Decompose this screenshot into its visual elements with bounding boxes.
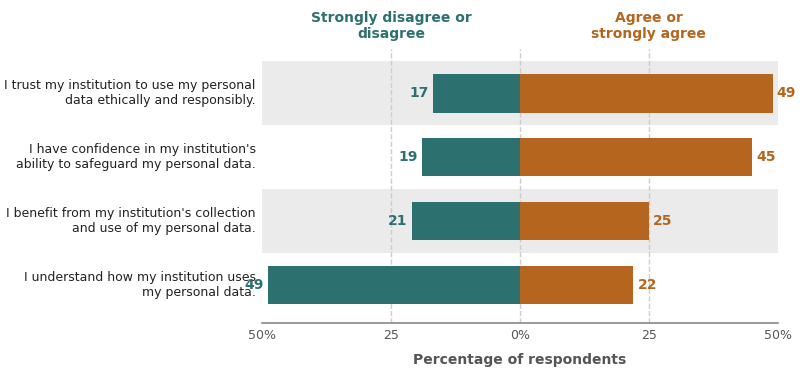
Bar bbox=[433, 74, 520, 112]
Text: Strongly disagree or
disagree: Strongly disagree or disagree bbox=[311, 11, 472, 41]
Bar bbox=[268, 266, 520, 304]
Text: 22: 22 bbox=[638, 278, 657, 292]
Text: 45: 45 bbox=[756, 150, 775, 164]
Bar bbox=[262, 189, 778, 253]
Text: 49: 49 bbox=[244, 278, 263, 292]
Text: 25: 25 bbox=[653, 214, 673, 228]
Bar bbox=[262, 253, 778, 317]
Text: 49: 49 bbox=[777, 86, 796, 101]
Bar bbox=[520, 266, 634, 304]
Bar bbox=[412, 202, 520, 240]
Text: 21: 21 bbox=[388, 214, 408, 228]
Bar bbox=[262, 125, 778, 189]
X-axis label: Percentage of respondents: Percentage of respondents bbox=[414, 353, 626, 367]
Text: Agree or
strongly agree: Agree or strongly agree bbox=[591, 11, 706, 41]
Text: 17: 17 bbox=[409, 86, 428, 101]
Bar bbox=[262, 62, 778, 125]
Text: 19: 19 bbox=[398, 150, 418, 164]
Bar bbox=[520, 138, 752, 176]
Bar bbox=[520, 202, 649, 240]
Bar bbox=[520, 74, 773, 112]
Bar bbox=[422, 138, 520, 176]
